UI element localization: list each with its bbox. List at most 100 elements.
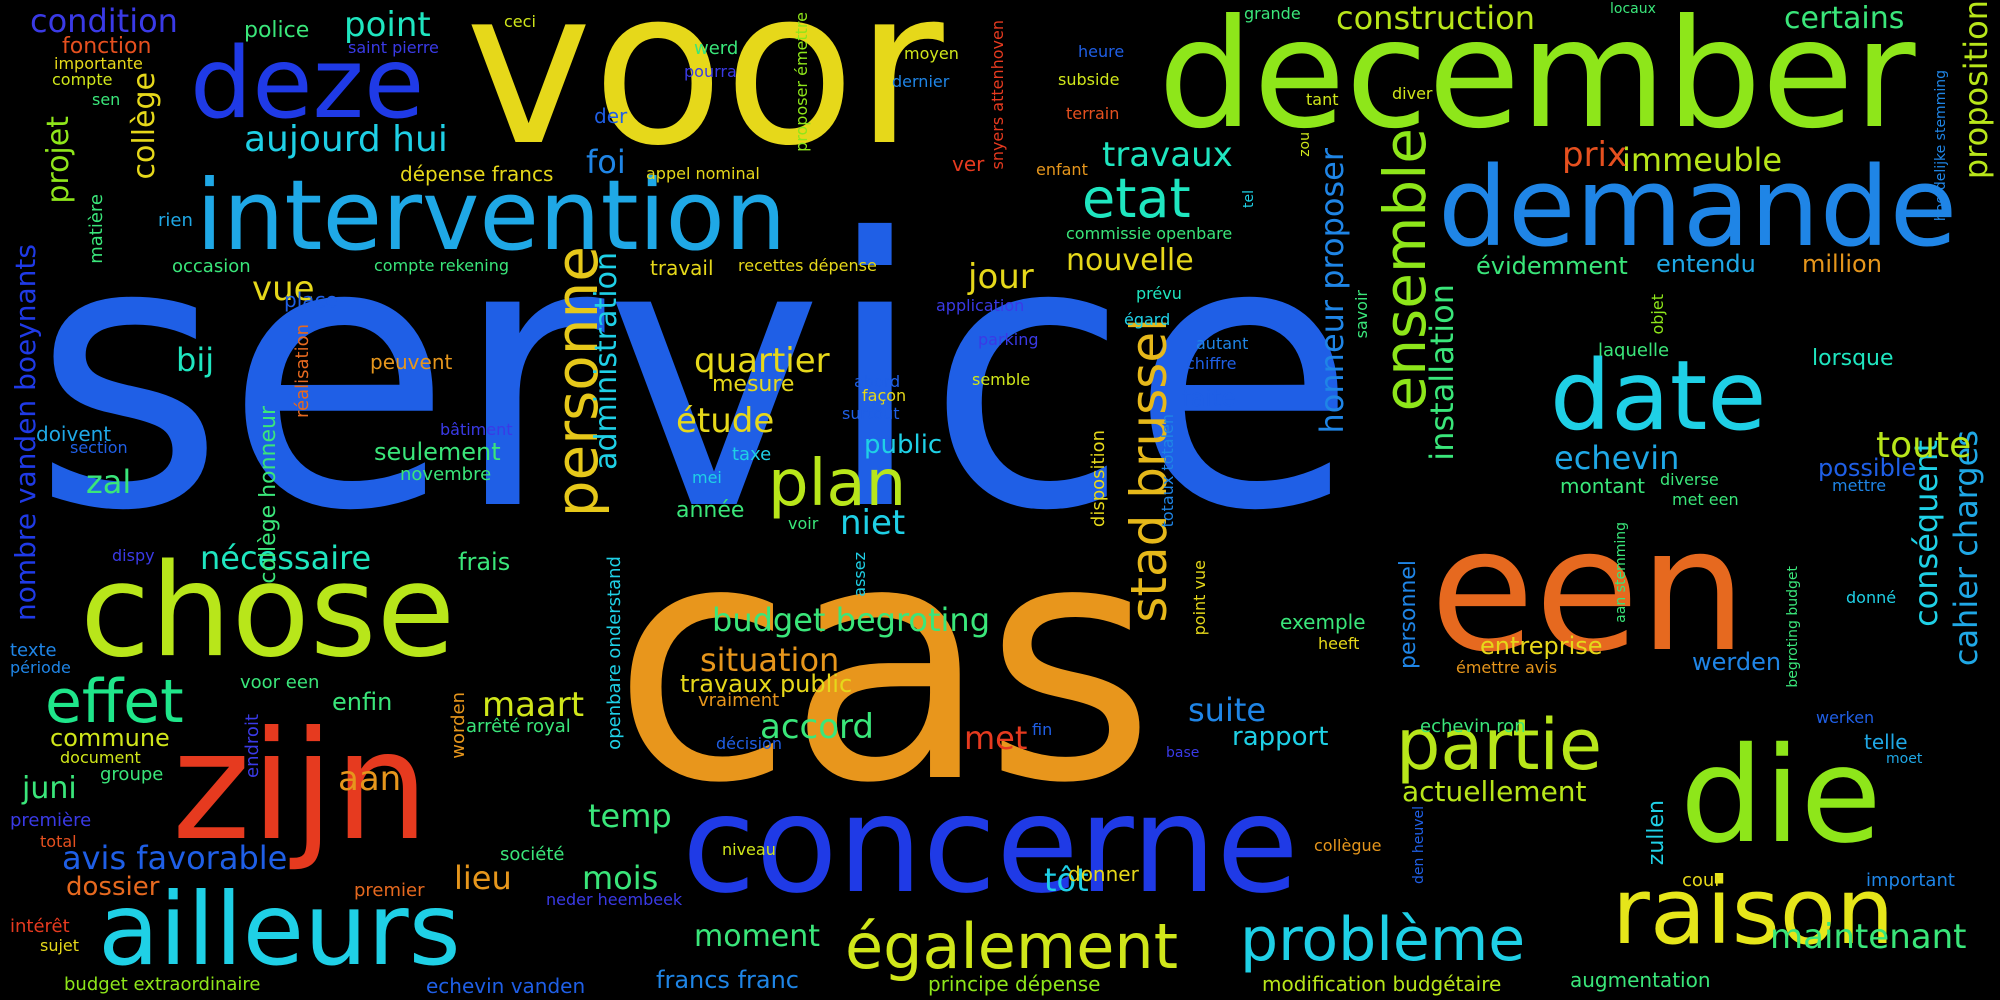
word: installation xyxy=(1423,284,1461,461)
word: augmentation xyxy=(1570,968,1711,992)
word: worden xyxy=(448,692,469,759)
word: évidemment xyxy=(1476,252,1628,280)
word: public xyxy=(864,430,943,460)
word: nouvelle xyxy=(1066,243,1194,278)
word: mettre xyxy=(1832,476,1887,495)
word: société xyxy=(500,844,565,865)
word: proposition xyxy=(1957,0,1995,180)
word: rien xyxy=(158,210,193,231)
word: demande xyxy=(1438,143,1958,271)
word: budget begroting xyxy=(712,601,990,639)
word: ver xyxy=(952,152,985,176)
word: intervention xyxy=(196,159,787,272)
word: ceci xyxy=(504,12,536,31)
word: enfant xyxy=(1036,160,1088,179)
word: mei xyxy=(692,468,722,487)
word: importante xyxy=(54,54,143,73)
word: plan xyxy=(768,447,907,521)
word: matière xyxy=(86,194,107,264)
word: jour xyxy=(968,257,1034,297)
word: telle xyxy=(1864,730,1908,754)
word: enfin xyxy=(332,688,393,716)
word: een xyxy=(1430,492,1747,690)
word: base xyxy=(1166,745,1200,761)
word: honneur proposer xyxy=(1313,148,1351,434)
word: période xyxy=(10,658,71,677)
word: texte xyxy=(10,640,57,661)
word: faite xyxy=(1182,384,1236,412)
word: den heuvel xyxy=(1411,806,1427,884)
word: surtout xyxy=(842,404,900,423)
word: voir xyxy=(788,514,819,533)
word: dispy xyxy=(112,546,155,565)
word: premier xyxy=(354,880,425,901)
word: werden xyxy=(1692,648,1782,676)
word: snyers attenhoven xyxy=(988,20,1007,170)
word: hoofdelijke stemming xyxy=(1933,70,1949,222)
word: etat xyxy=(1082,167,1191,230)
word: modification budgétaire xyxy=(1262,972,1502,996)
word: peuvent xyxy=(370,350,453,374)
word: appel nominal xyxy=(646,164,760,183)
word: groupe xyxy=(100,764,164,785)
word: locaux xyxy=(1610,1,1656,17)
word: prix xyxy=(1562,135,1628,175)
word: assez xyxy=(850,552,869,597)
word: montant xyxy=(1560,474,1646,498)
word: travaux public xyxy=(680,670,853,698)
word: situation xyxy=(700,641,840,679)
word: lieu xyxy=(454,859,512,897)
word: fonction xyxy=(62,34,152,59)
word: zullen xyxy=(1644,800,1669,866)
word: raison xyxy=(1612,858,1895,965)
word: donné xyxy=(1846,588,1897,607)
word: cour xyxy=(1682,870,1722,891)
word: heeft xyxy=(1318,634,1360,653)
word: certains xyxy=(1784,1,1905,36)
word: avis favorable xyxy=(62,839,288,877)
word: rapport xyxy=(1232,722,1329,752)
word: prévu xyxy=(1136,284,1182,303)
word: partie xyxy=(1396,704,1603,786)
word: novembre xyxy=(400,464,492,485)
word: met xyxy=(964,719,1028,757)
word: aan xyxy=(338,759,402,799)
word: taxe xyxy=(732,444,772,465)
word: moet xyxy=(1886,751,1923,767)
word: niveau xyxy=(722,840,776,859)
word: voor een xyxy=(240,672,320,693)
word: neder heembeek xyxy=(546,890,683,909)
word: accord xyxy=(760,707,874,747)
word: saint pierre xyxy=(348,38,439,57)
word: subside xyxy=(1058,70,1120,89)
word: temp xyxy=(588,797,672,835)
word: place xyxy=(284,288,338,312)
word: die xyxy=(1680,719,1882,873)
word: vraiment xyxy=(698,690,780,711)
word: bâtiment xyxy=(440,420,513,439)
word: commune xyxy=(50,724,170,752)
word: concerne xyxy=(682,767,1299,923)
word: diver xyxy=(1392,84,1433,103)
word: problème xyxy=(1240,905,1526,975)
word: travail xyxy=(650,256,714,280)
word: date xyxy=(1550,340,1767,452)
word: entendu xyxy=(1656,250,1756,278)
word: façon xyxy=(862,386,907,405)
word: personnel xyxy=(1396,560,1421,670)
word: dossier xyxy=(66,872,160,902)
word: laquelle xyxy=(1598,340,1670,361)
word: quartier xyxy=(694,341,830,381)
word: grande xyxy=(1244,4,1301,23)
word: million xyxy=(1802,250,1882,278)
word: point xyxy=(344,5,431,45)
word: commissie openbare xyxy=(1066,224,1233,243)
word: voor xyxy=(465,0,944,193)
word: maart xyxy=(482,685,585,725)
word: collège honneur xyxy=(256,406,281,584)
word: important xyxy=(1866,870,1955,891)
word: collègue xyxy=(1314,836,1382,855)
word: nécessaire xyxy=(200,539,372,577)
word: égard xyxy=(1124,310,1171,329)
word: semble xyxy=(972,370,1031,389)
